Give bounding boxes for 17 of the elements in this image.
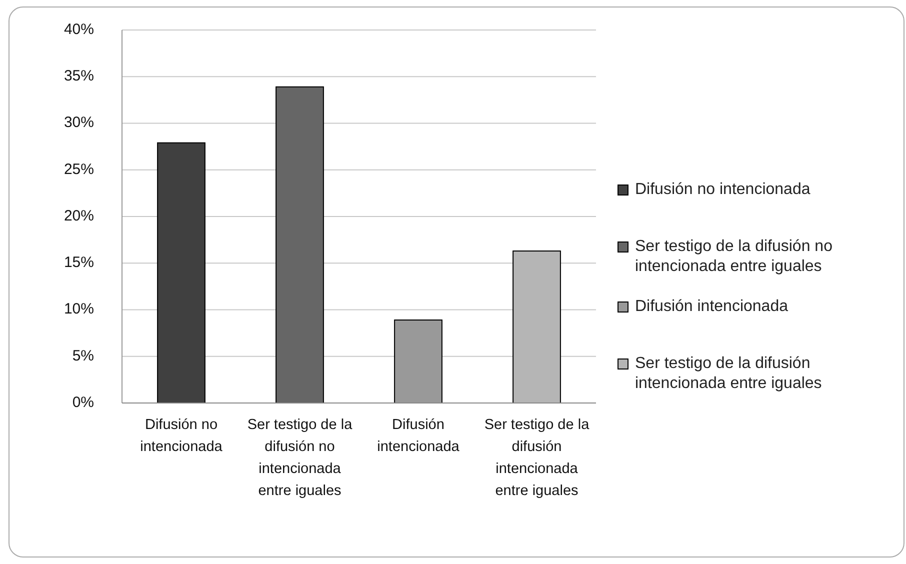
legend-label: Difusión intencionada	[635, 298, 788, 316]
x-tick-label: Ser testigo de la difusión intencionada entre iguales	[484, 417, 590, 499]
y-tick-label: 5%	[72, 347, 94, 364]
x-tick-label: Ser testigo de la difusión no intencionada entre iguales	[247, 417, 354, 499]
y-tick-label: 30%	[64, 114, 94, 132]
y-tick-label: 20%	[64, 207, 94, 224]
y-tick-label: 35%	[64, 68, 94, 85]
y-tick-label: 15%	[64, 254, 94, 272]
y-tick-label: 10%	[64, 300, 94, 318]
legend-label: Ser testigo de la difusión no intencionada entre iguales	[635, 238, 833, 276]
y-tick-label: 0%	[72, 394, 94, 411]
x-tick-label: Difusión intencionada	[377, 417, 460, 455]
y-tick-label: 40%	[64, 20, 94, 38]
legend-label: Difusión no intencionada	[635, 181, 810, 198]
legend-label: Ser testigo de la difusión intencionada entre iguales	[635, 355, 822, 392]
y-tick-label: 25%	[64, 160, 94, 178]
x-tick-label: Difusión no intencionada	[140, 417, 224, 455]
